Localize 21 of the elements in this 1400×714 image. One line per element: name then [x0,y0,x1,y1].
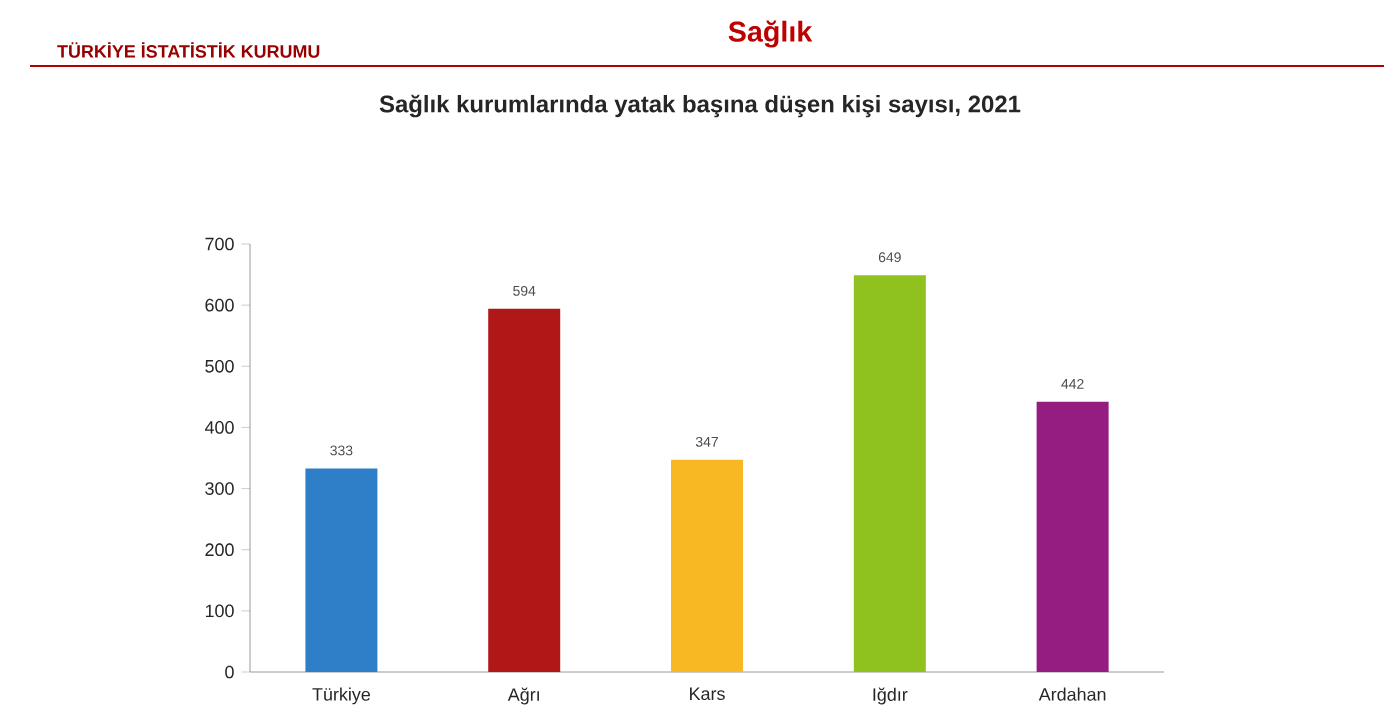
text: TÜRKİYE İSTATİSTİK KURUMU [57,42,320,58]
x-tick-label: Ardahan [1038,687,1106,701]
bar [853,275,926,672]
y-tick-label: 400 [204,421,234,434]
bar [1036,401,1109,672]
x-tick-label: Türkiye [312,687,371,705]
x-tick-label: Kars [690,687,725,701]
bar [305,468,378,672]
chart-title: Sağlık kurumlarında yatak başına düşen kişi sayısı, 2021 [379,94,1021,118]
bar [671,459,744,672]
x-tick-label: Ağrı [507,687,539,705]
y-tick-label: 300 [205,482,234,495]
y-tick-label: 600 [205,298,234,312]
y-tick-label: 100 [205,604,234,618]
y-tick-label: 700 [205,237,234,251]
x-tick-label: Iğdır [873,687,908,705]
bar [488,308,561,672]
text: Sağlık [728,20,813,48]
y-tick-label: 0 [225,665,234,679]
y-tick-label: 500 [205,359,234,373]
y-tick-label: 200 [205,543,234,557]
